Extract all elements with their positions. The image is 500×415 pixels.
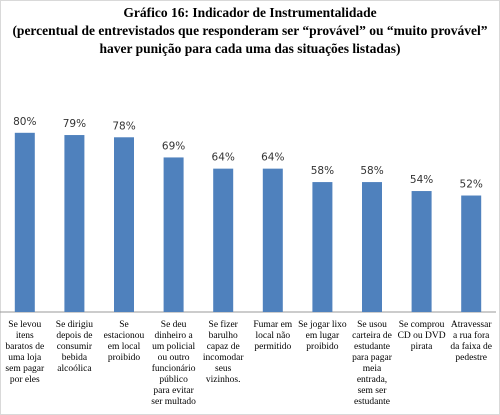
bar [362,182,382,312]
value-label: 64% [261,152,284,164]
x-tick-label: Se fizer [209,319,239,330]
x-tick-label: CD ou DVD [398,331,446,341]
bar [213,168,234,312]
x-tick-label: depois de [56,331,92,341]
x-tick-label: carteira de [352,331,392,341]
bar [262,168,283,312]
x-tick-label: funcionário [152,363,196,374]
x-tick-label: entrada, [357,375,387,385]
chart-subtitle: (percentual de entrevistados que respond… [12,23,487,38]
x-tick-label: uma loja [8,353,42,363]
x-tick-label: itens [16,331,34,341]
x-tick-label: da faixa de [450,341,492,352]
x-tick-label: capaz de [207,342,240,352]
x-tick-label: meia [363,364,382,374]
bar [411,191,432,312]
value-label: 54% [410,174,433,186]
x-tick-label: pedestre [455,353,487,363]
x-tick-label: Se usou [357,320,387,330]
x-tick-label: em lugar [306,331,340,341]
x-tick-label: um policial [152,342,195,352]
x-tick-label: proibido [306,342,338,352]
x-tick-label: estudante [354,397,390,407]
value-label: 69% [162,140,185,152]
chart-title: Gráfico 16: Indicador de Instrumentalida… [123,5,376,20]
x-tick-label: para evitar [153,386,194,396]
x-tick-label: Se [119,320,129,330]
x-tick-label: Fumar em [253,320,292,330]
x-tick-label: baratos de [5,342,44,352]
value-label: 58% [360,165,383,177]
x-tick-label: permitido [254,342,291,352]
x-tick-label: local não [256,331,291,341]
x-tick-label: estudante [354,342,390,352]
x-tick-label: dinheiro a [154,331,193,341]
bar [114,137,134,312]
x-tick-label: em local [108,342,141,352]
bar [312,182,333,312]
x-tick-label: pirata [411,342,433,352]
x-tick-label: consumir [57,342,93,352]
value-label: 79% [63,118,86,130]
bar [163,157,184,312]
chart-subtitle: haver punição para cada uma das situaçõe… [100,41,401,56]
x-tick-label: Se jogar lixo [298,320,347,330]
value-label: 78% [112,120,135,132]
x-tick-label: para pagar [352,353,393,363]
value-label: 80% [13,116,36,128]
x-tick-label: Se dirigiu [56,320,93,330]
x-tick-label: público [159,375,188,385]
x-tick-label: a rua fora [453,330,490,341]
value-label: 58% [311,165,334,177]
value-label: 64% [212,152,235,164]
x-tick-label: alcoólica [57,364,92,374]
x-tick-label: sem pagar [5,364,45,374]
x-tick-label: bebida [62,353,88,363]
bar [64,135,85,312]
x-tick-label: vizinhos. [206,375,241,385]
x-tick-label: seus [215,364,232,374]
x-tick-label: sem ser [358,386,388,396]
x-tick-label: Se comprou [399,320,445,330]
value-label: 52% [460,179,483,191]
x-tick-label: estacionou [104,331,145,341]
bar [14,132,35,312]
x-tick-label: ou outro [158,353,190,363]
x-tick-label: barulho [209,331,238,341]
x-tick-label: Se deu [161,320,187,330]
x-tick-label: Atravessar [451,320,492,330]
bar [461,195,482,312]
x-tick-label: incomodar [203,353,244,363]
x-tick-label: proibido [108,353,140,363]
x-tick-label: Se levou [8,320,41,330]
x-tick-label: por eles [10,375,40,385]
x-tick-label: ser multado [151,397,196,407]
